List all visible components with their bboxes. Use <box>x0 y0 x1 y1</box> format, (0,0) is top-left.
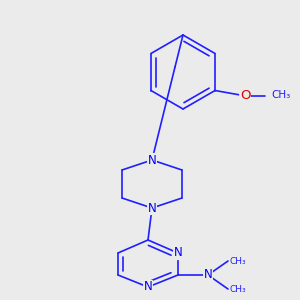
Text: N: N <box>144 280 152 293</box>
Text: O: O <box>240 89 250 102</box>
Text: CH₃: CH₃ <box>230 284 247 293</box>
Text: N: N <box>174 247 182 260</box>
Text: CH₃: CH₃ <box>230 256 247 266</box>
Text: N: N <box>148 154 156 166</box>
Text: N: N <box>204 268 212 281</box>
Text: N: N <box>148 202 156 214</box>
Text: CH₃: CH₃ <box>271 91 290 100</box>
